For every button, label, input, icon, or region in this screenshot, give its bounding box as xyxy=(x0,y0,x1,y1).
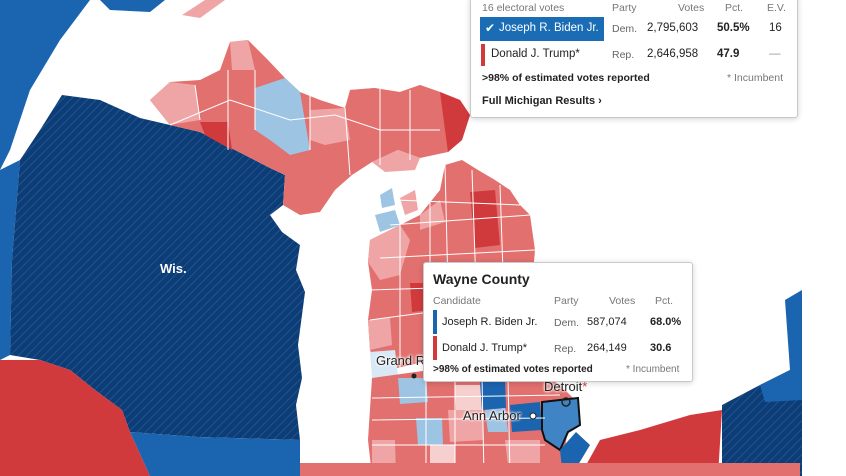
candidate-votes: 2,795,603 xyxy=(647,22,699,34)
candidate-pct: 47.9 xyxy=(717,48,740,60)
votes-reported-note: >98% of estimated votes reported xyxy=(433,364,593,375)
candidate-name: Donald J. Trump* xyxy=(442,342,527,354)
header-pct: Pct. xyxy=(655,295,674,307)
candidate-votes: 264,149 xyxy=(587,342,627,354)
header-ev: E.V. xyxy=(767,2,786,14)
detroit-name: Detroit xyxy=(544,379,583,394)
state-label-wis: Wis. xyxy=(160,261,187,276)
header-candidate: Candidate xyxy=(433,295,481,307)
city-label-detroit: Detroit* xyxy=(544,379,587,394)
rep-bar xyxy=(481,44,485,66)
state-candidate-row-trump[interactable]: Donald J. Trump* Rep. 2,646,958 47.9 — xyxy=(471,44,797,66)
winner-highlight xyxy=(480,17,604,41)
detroit-marker xyxy=(561,397,571,407)
county-title: Wayne County xyxy=(433,271,530,287)
candidate-pct: 68.0% xyxy=(650,316,682,328)
candidate-ev: 16 xyxy=(769,22,782,34)
keweenaw xyxy=(182,0,225,18)
grand-rapids-marker xyxy=(411,373,417,379)
candidate-party: Rep. xyxy=(554,343,577,355)
state-ohio[interactable] xyxy=(580,410,722,476)
full-results-link[interactable]: Full Michigan Results › xyxy=(482,95,602,107)
candidate-party: Rep. xyxy=(612,49,635,61)
bottom-strip xyxy=(300,463,800,476)
header-votes: Votes xyxy=(678,2,705,14)
candidate-pct: 30.6 xyxy=(650,342,672,354)
electoral-votes-label: 16 electoral votes xyxy=(482,2,565,14)
dem-bar xyxy=(433,310,437,334)
candidate-pct: 50.5% xyxy=(717,22,750,34)
candidate-votes: 587,074 xyxy=(587,316,627,328)
candidate-party: Dem. xyxy=(612,23,638,35)
candidate-name: Donald J. Trump* xyxy=(491,48,580,60)
incumbent-note: * Incumbent xyxy=(626,364,680,375)
ann-arbor-marker xyxy=(529,412,537,420)
city-label-ann-arbor: Ann Arbor xyxy=(463,408,521,423)
county-candidate-row-biden: Joseph R. Biden Jr. Dem. 587,074 68.0% xyxy=(424,310,692,334)
candidate-party: Dem. xyxy=(554,317,580,329)
detroit-marker-star: * xyxy=(582,379,588,394)
state-iowa[interactable] xyxy=(0,360,150,476)
candidate-name: Joseph R. Biden Jr. xyxy=(442,316,538,328)
upper-peninsula xyxy=(150,40,470,215)
candidate-ev: — xyxy=(769,48,781,60)
winner-check-icon: ✔ xyxy=(485,21,496,35)
city-label-grand-rapids: Grand R xyxy=(376,353,426,368)
candidate-votes: 2,646,958 xyxy=(647,48,699,60)
islands xyxy=(380,188,395,208)
votes-reported-note: >98% of estimated votes reported xyxy=(482,72,650,84)
county-candidate-row-trump: Donald J. Trump* Rep. 264,149 30.6 xyxy=(424,336,692,360)
state-east-blue[interactable] xyxy=(760,290,802,402)
state-wisconsin[interactable] xyxy=(10,95,305,440)
state-minnesota-lower[interactable] xyxy=(0,160,20,360)
county-results-tooltip: Wayne County Candidate Party Votes Pct. … xyxy=(423,262,693,382)
header-pct: Pct. xyxy=(725,2,744,14)
state-minnesota[interactable] xyxy=(0,0,90,170)
state-candidate-row-biden[interactable]: ✔ Joseph R. Biden Jr. Dem. 2,795,603 50.… xyxy=(471,17,797,41)
incumbent-note: * Incumbent xyxy=(727,72,784,84)
state-results-panel: 16 electoral votes Party Votes Pct. E.V.… xyxy=(470,0,798,118)
state-illinois[interactable] xyxy=(130,432,300,476)
header-party: Party xyxy=(612,2,637,14)
header-party: Party xyxy=(554,295,579,307)
wayne-county[interactable] xyxy=(541,396,582,452)
state-minnesota-top[interactable] xyxy=(100,0,165,12)
header-votes: Votes xyxy=(609,295,636,307)
rep-bar xyxy=(433,336,437,360)
candidate-name: Joseph R. Biden Jr. xyxy=(499,22,599,34)
